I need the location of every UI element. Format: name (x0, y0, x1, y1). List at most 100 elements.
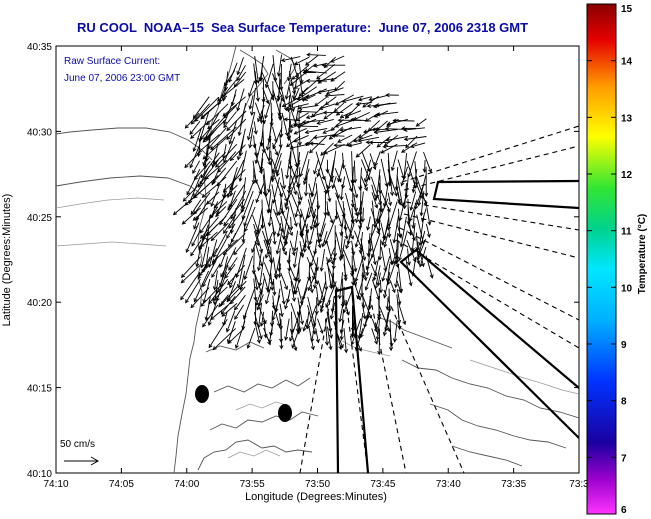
current-vector (258, 278, 265, 307)
current-vector (268, 328, 273, 343)
current-vector-head (257, 117, 261, 123)
current-vector-head (258, 335, 263, 340)
current-vector-head (392, 118, 397, 123)
current-vector-head (288, 129, 293, 134)
current-vector (329, 126, 344, 140)
current-vector-head (297, 141, 302, 147)
current-vector-head (342, 309, 347, 314)
current-vector (294, 127, 307, 135)
current-vector-head (296, 124, 301, 129)
current-vector (200, 152, 220, 178)
current-vector (308, 327, 314, 350)
current-vector-head (271, 176, 276, 182)
current-vector (268, 135, 272, 161)
colorbar-tick-label: 9 (621, 340, 627, 351)
current-vector-head (186, 191, 191, 196)
current-vector-head (344, 235, 349, 240)
current-vector-head (309, 141, 314, 146)
current-vector (335, 209, 343, 227)
current-vector (330, 71, 346, 82)
current-vector (298, 167, 301, 187)
current-vector (368, 215, 381, 244)
colorbar-tick-label: 6 (621, 505, 627, 516)
current-vector (362, 295, 372, 319)
current-vector (193, 96, 210, 119)
x-tick-label: 73:3 (569, 479, 589, 490)
current-vector-head (368, 97, 373, 102)
current-vector (378, 183, 383, 212)
x-tick-label: 74:10 (43, 479, 68, 490)
x-tick-label: 73:40 (436, 479, 461, 490)
current-vector (423, 151, 432, 173)
current-vector (242, 190, 254, 220)
current-vector-head (198, 138, 203, 143)
current-vector (198, 166, 210, 188)
current-vector-head (202, 138, 207, 143)
current-vector (370, 176, 382, 206)
current-vector (298, 222, 306, 248)
current-vector (214, 270, 218, 290)
current-vector (258, 302, 263, 328)
current-vector-head (278, 116, 283, 121)
current-vector (192, 160, 200, 174)
current-vector-head (210, 202, 215, 207)
current-vector (278, 95, 283, 116)
current-vector (411, 222, 416, 251)
current-vector-head (226, 234, 231, 240)
current-vector (307, 199, 317, 228)
current-vector (300, 118, 317, 127)
current-vector-head (284, 336, 289, 341)
current-vector (367, 216, 371, 230)
current-vector (330, 302, 336, 319)
current-vector-head (236, 107, 241, 112)
current-vector-head (283, 251, 288, 256)
current-vector-head (200, 174, 205, 179)
current-vector (283, 207, 290, 239)
current-vector-head (312, 135, 318, 140)
current-vector-head (207, 321, 212, 326)
current-vector-head (203, 164, 208, 170)
current-vector (272, 145, 283, 173)
current-vector-head (328, 334, 334, 339)
x-tick-label: 73:55 (240, 479, 265, 490)
y-tick-label: 40:35 (27, 42, 52, 53)
colorbar-tick-label: 11 (621, 227, 632, 238)
current-vector (244, 255, 254, 280)
current-vector (306, 88, 327, 99)
current-vector (377, 111, 399, 116)
current-vector-head (406, 261, 411, 266)
current-vector-head (280, 58, 286, 63)
current-vector (401, 166, 409, 186)
current-vector (319, 215, 327, 237)
current-vector (271, 158, 278, 174)
current-vector-head (388, 201, 393, 207)
current-vector-head (371, 127, 376, 132)
current-vector-head (248, 105, 253, 110)
current-vector-head (211, 273, 216, 278)
current-vector (288, 86, 294, 112)
current-vector-head (292, 263, 297, 269)
current-vector (260, 152, 264, 170)
current-vector (357, 278, 364, 299)
current-vector-head (274, 151, 279, 156)
current-vector (213, 230, 228, 258)
current-vector (325, 240, 334, 265)
current-vector (303, 70, 328, 74)
current-vector-head (427, 221, 432, 226)
current-vector-head (320, 151, 325, 156)
current-vector (311, 102, 328, 118)
current-vector (216, 264, 229, 294)
current-vector-head (276, 95, 281, 100)
current-vector-head (285, 174, 290, 180)
current-vector (262, 87, 269, 104)
current-vector-head (272, 145, 277, 150)
current-vector (304, 223, 308, 252)
current-vector-head (328, 346, 333, 351)
current-vector-head (339, 329, 344, 334)
current-vector-head (366, 103, 371, 109)
current-vector-head (211, 181, 216, 186)
current-vector (184, 151, 201, 168)
current-vector-head (302, 248, 307, 253)
current-vector-head (325, 91, 331, 95)
